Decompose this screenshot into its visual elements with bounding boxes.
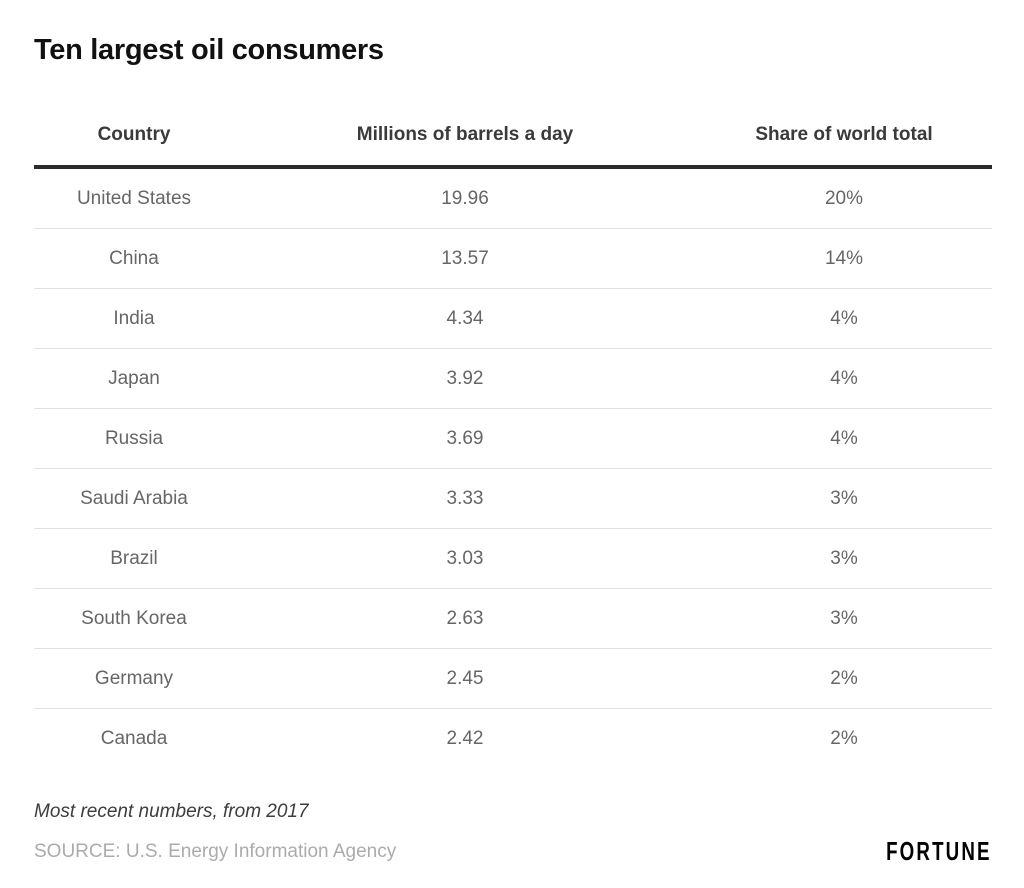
country-cell: Russia xyxy=(104,427,164,449)
table-row: Saudi Arabia 3.33 3% xyxy=(34,468,992,528)
source-credit: SOURCE: U.S. Energy Information Agency xyxy=(34,840,397,862)
column-header-country: Country xyxy=(97,124,171,145)
country-cell: China xyxy=(109,247,159,269)
barrels-cell: 3.03 xyxy=(446,547,484,569)
country-cell: Japan xyxy=(108,367,160,389)
share-cell: 4% xyxy=(830,427,858,449)
table-row: India 4.34 4% xyxy=(34,288,992,348)
share-cell: 4% xyxy=(830,307,858,329)
table-row: China 13.57 14% xyxy=(34,228,992,288)
share-cell: 4% xyxy=(830,367,858,389)
barrels-cell: 3.33 xyxy=(446,487,484,509)
country-cell: Germany xyxy=(94,667,174,689)
column-header-barrels: Millions of barrels a day xyxy=(356,124,574,145)
share-cell: 3% xyxy=(830,547,858,569)
table-row: Russia 3.69 4% xyxy=(34,408,992,468)
table-row: Japan 3.92 4% xyxy=(34,348,992,408)
country-cell: South Korea xyxy=(81,607,187,629)
table-row: Germany 2.45 2% xyxy=(34,648,992,708)
share-cell: 3% xyxy=(830,487,858,509)
table-row: Brazil 3.03 3% xyxy=(34,528,992,588)
table-row: United States 19.96 20% xyxy=(34,169,992,228)
share-cell: 3% xyxy=(830,607,858,629)
country-cell: Canada xyxy=(100,727,168,749)
country-cell: Brazil xyxy=(110,547,158,569)
share-cell: 20% xyxy=(824,187,864,209)
table-header-row: Country Millions of barrels a day Share … xyxy=(34,124,992,169)
barrels-cell: 4.34 xyxy=(446,307,484,329)
oil-consumers-table: Country Millions of barrels a day Share … xyxy=(34,124,992,768)
country-cell: Saudi Arabia xyxy=(80,487,188,509)
barrels-cell: 3.92 xyxy=(446,367,484,389)
fortune-logo: FORTUNE xyxy=(886,836,992,866)
barrels-cell: 3.69 xyxy=(446,427,484,449)
column-header-share: Share of world total xyxy=(755,124,933,145)
country-cell: India xyxy=(113,307,155,329)
share-cell: 2% xyxy=(830,727,858,749)
share-cell: 14% xyxy=(824,247,864,269)
share-cell: 2% xyxy=(830,667,858,689)
barrels-cell: 2.45 xyxy=(446,667,484,689)
page-title: Ten largest oil consumers xyxy=(34,34,384,66)
barrels-cell: 2.63 xyxy=(446,607,484,629)
footer-bar: SOURCE: U.S. Energy Information Agency F… xyxy=(34,836,992,867)
table-row: South Korea 2.63 3% xyxy=(34,588,992,648)
barrels-cell: 2.42 xyxy=(446,727,484,749)
footnote: Most recent numbers, from 2017 xyxy=(34,801,309,822)
table-row: Canada 2.42 2% xyxy=(34,708,992,768)
barrels-cell: 19.96 xyxy=(441,187,489,209)
barrels-cell: 13.57 xyxy=(441,247,489,269)
country-cell: United States xyxy=(76,187,192,209)
